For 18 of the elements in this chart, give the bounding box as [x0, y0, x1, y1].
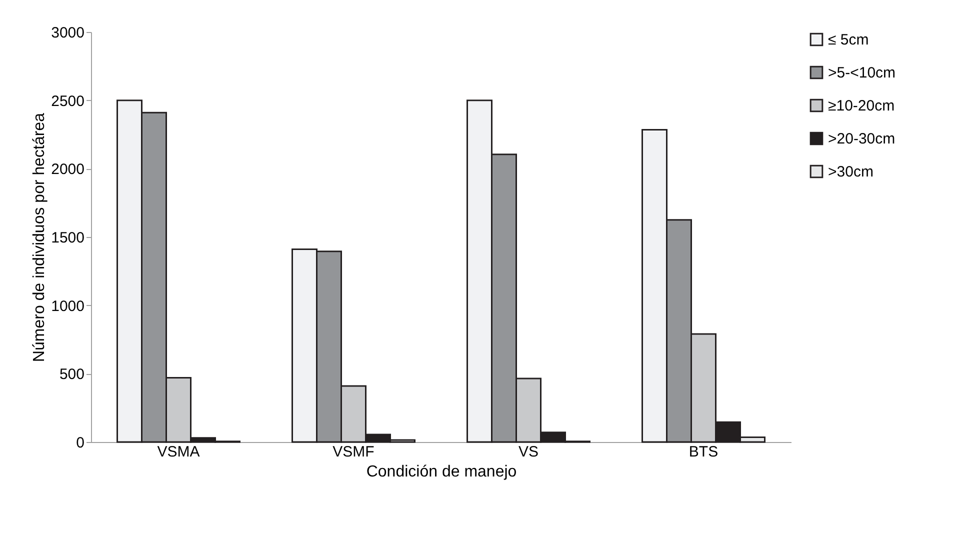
x-tick-label: VSMA: [157, 444, 200, 460]
y-tick-label: 500: [59, 366, 84, 384]
y-tick-label: 3000: [51, 24, 84, 42]
x-tick-label: VS: [518, 444, 539, 460]
y-tick-label: 1500: [51, 230, 84, 246]
x-tick-label: VSMF: [332, 444, 374, 460]
x-tick-label: BTS: [688, 444, 718, 460]
legend-label: ≤ 5cm: [828, 32, 869, 48]
legend-label: >20-30cm: [828, 130, 896, 148]
x-axis-title: Condición de manejo: [366, 464, 517, 480]
y-tick-label: 2500: [51, 92, 84, 110]
legend-label: >30cm: [828, 164, 874, 180]
y-tick-label: 1000: [51, 298, 84, 315]
y-axis-title: Número de individuos por hectárea: [31, 112, 48, 362]
y-tick-label: 2000: [51, 161, 84, 178]
legend-label: >5-<10cm: [828, 64, 896, 82]
legend-label: ≥10-20cm: [828, 98, 895, 114]
y-tick-label: 0: [76, 434, 84, 452]
